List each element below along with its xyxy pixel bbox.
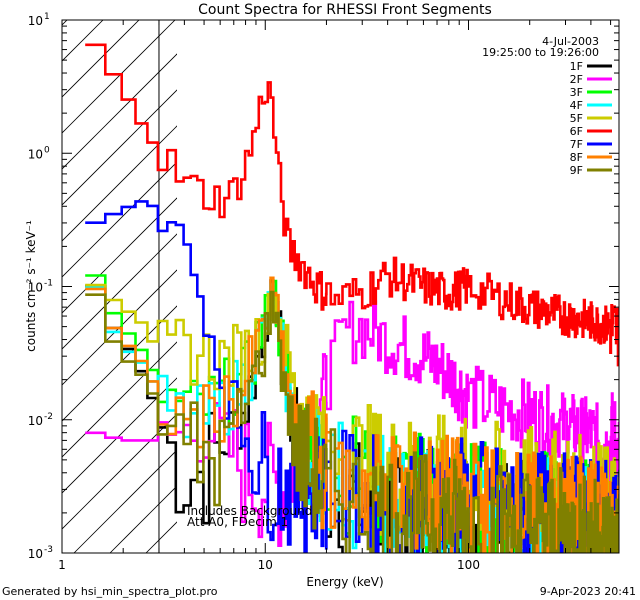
hatch-line [62, 413, 177, 530]
y-tick-exponent: 1 [44, 12, 50, 22]
hatch-line [62, 20, 176, 134]
y-tick-exponent: -1 [44, 279, 53, 289]
y-tick-label: 10 [28, 414, 43, 428]
legend-label-8f: 8F [570, 151, 583, 164]
legend-label-1f: 1F [570, 60, 583, 73]
x-tick-label: 1 [58, 558, 66, 572]
series-9f [85, 290, 619, 553]
footer-timestamp: 9-Apr-2023 20:41 [540, 585, 636, 598]
series-group [85, 43, 619, 553]
y-axis-label: counts cm⁻² s⁻¹ keV⁻¹ [24, 220, 38, 352]
hatch-line [62, 20, 104, 62]
legend-label-6f: 6F [570, 125, 583, 138]
hatch-line [62, 233, 177, 350]
hatch-line [62, 341, 177, 458]
series-6f [85, 43, 619, 367]
legend-label-4f: 4F [570, 99, 583, 112]
y-tick-exponent: 0 [44, 145, 50, 155]
legend-label-7f: 7F [570, 138, 583, 151]
x-axis-label: Energy (keV) [306, 575, 383, 589]
y-tick-exponent: -2 [44, 412, 53, 422]
legend-label-9f: 9F [570, 164, 583, 177]
annotation-attenuator: Att A0, FDecim 1 [187, 515, 288, 529]
footer-generated-by: Generated by hsi_min_spectra_plot.pro [2, 585, 218, 598]
y-tick-exponent: -3 [44, 545, 53, 555]
hatch-line [62, 197, 177, 314]
hatch-line [0, 0, 98, 553]
hatch-line [62, 377, 177, 494]
y-tick-label: 10 [28, 147, 43, 161]
x-tick-label: 10 [258, 558, 273, 572]
hatch-line [62, 20, 68, 26]
annotation-background: Includes Background [187, 504, 312, 518]
y-tick-label: 10 [28, 281, 43, 295]
x-tick-label: 100 [457, 558, 480, 572]
legend-label-2f: 2F [570, 73, 583, 86]
chart-title: Count Spectra for RHESSI Front Segments [198, 2, 492, 18]
hatch-line [73, 449, 177, 553]
y-tick-label: 10 [28, 14, 43, 28]
legend-date: 4-Jul-2003 [542, 35, 599, 48]
legend-time-range: 19:25:00 to 19:26:00 [482, 46, 599, 59]
hatch-line [62, 161, 177, 278]
legend-label-5f: 5F [570, 112, 583, 125]
legend-label-3f: 3F [570, 86, 583, 99]
y-tick-label: 10 [28, 547, 43, 561]
